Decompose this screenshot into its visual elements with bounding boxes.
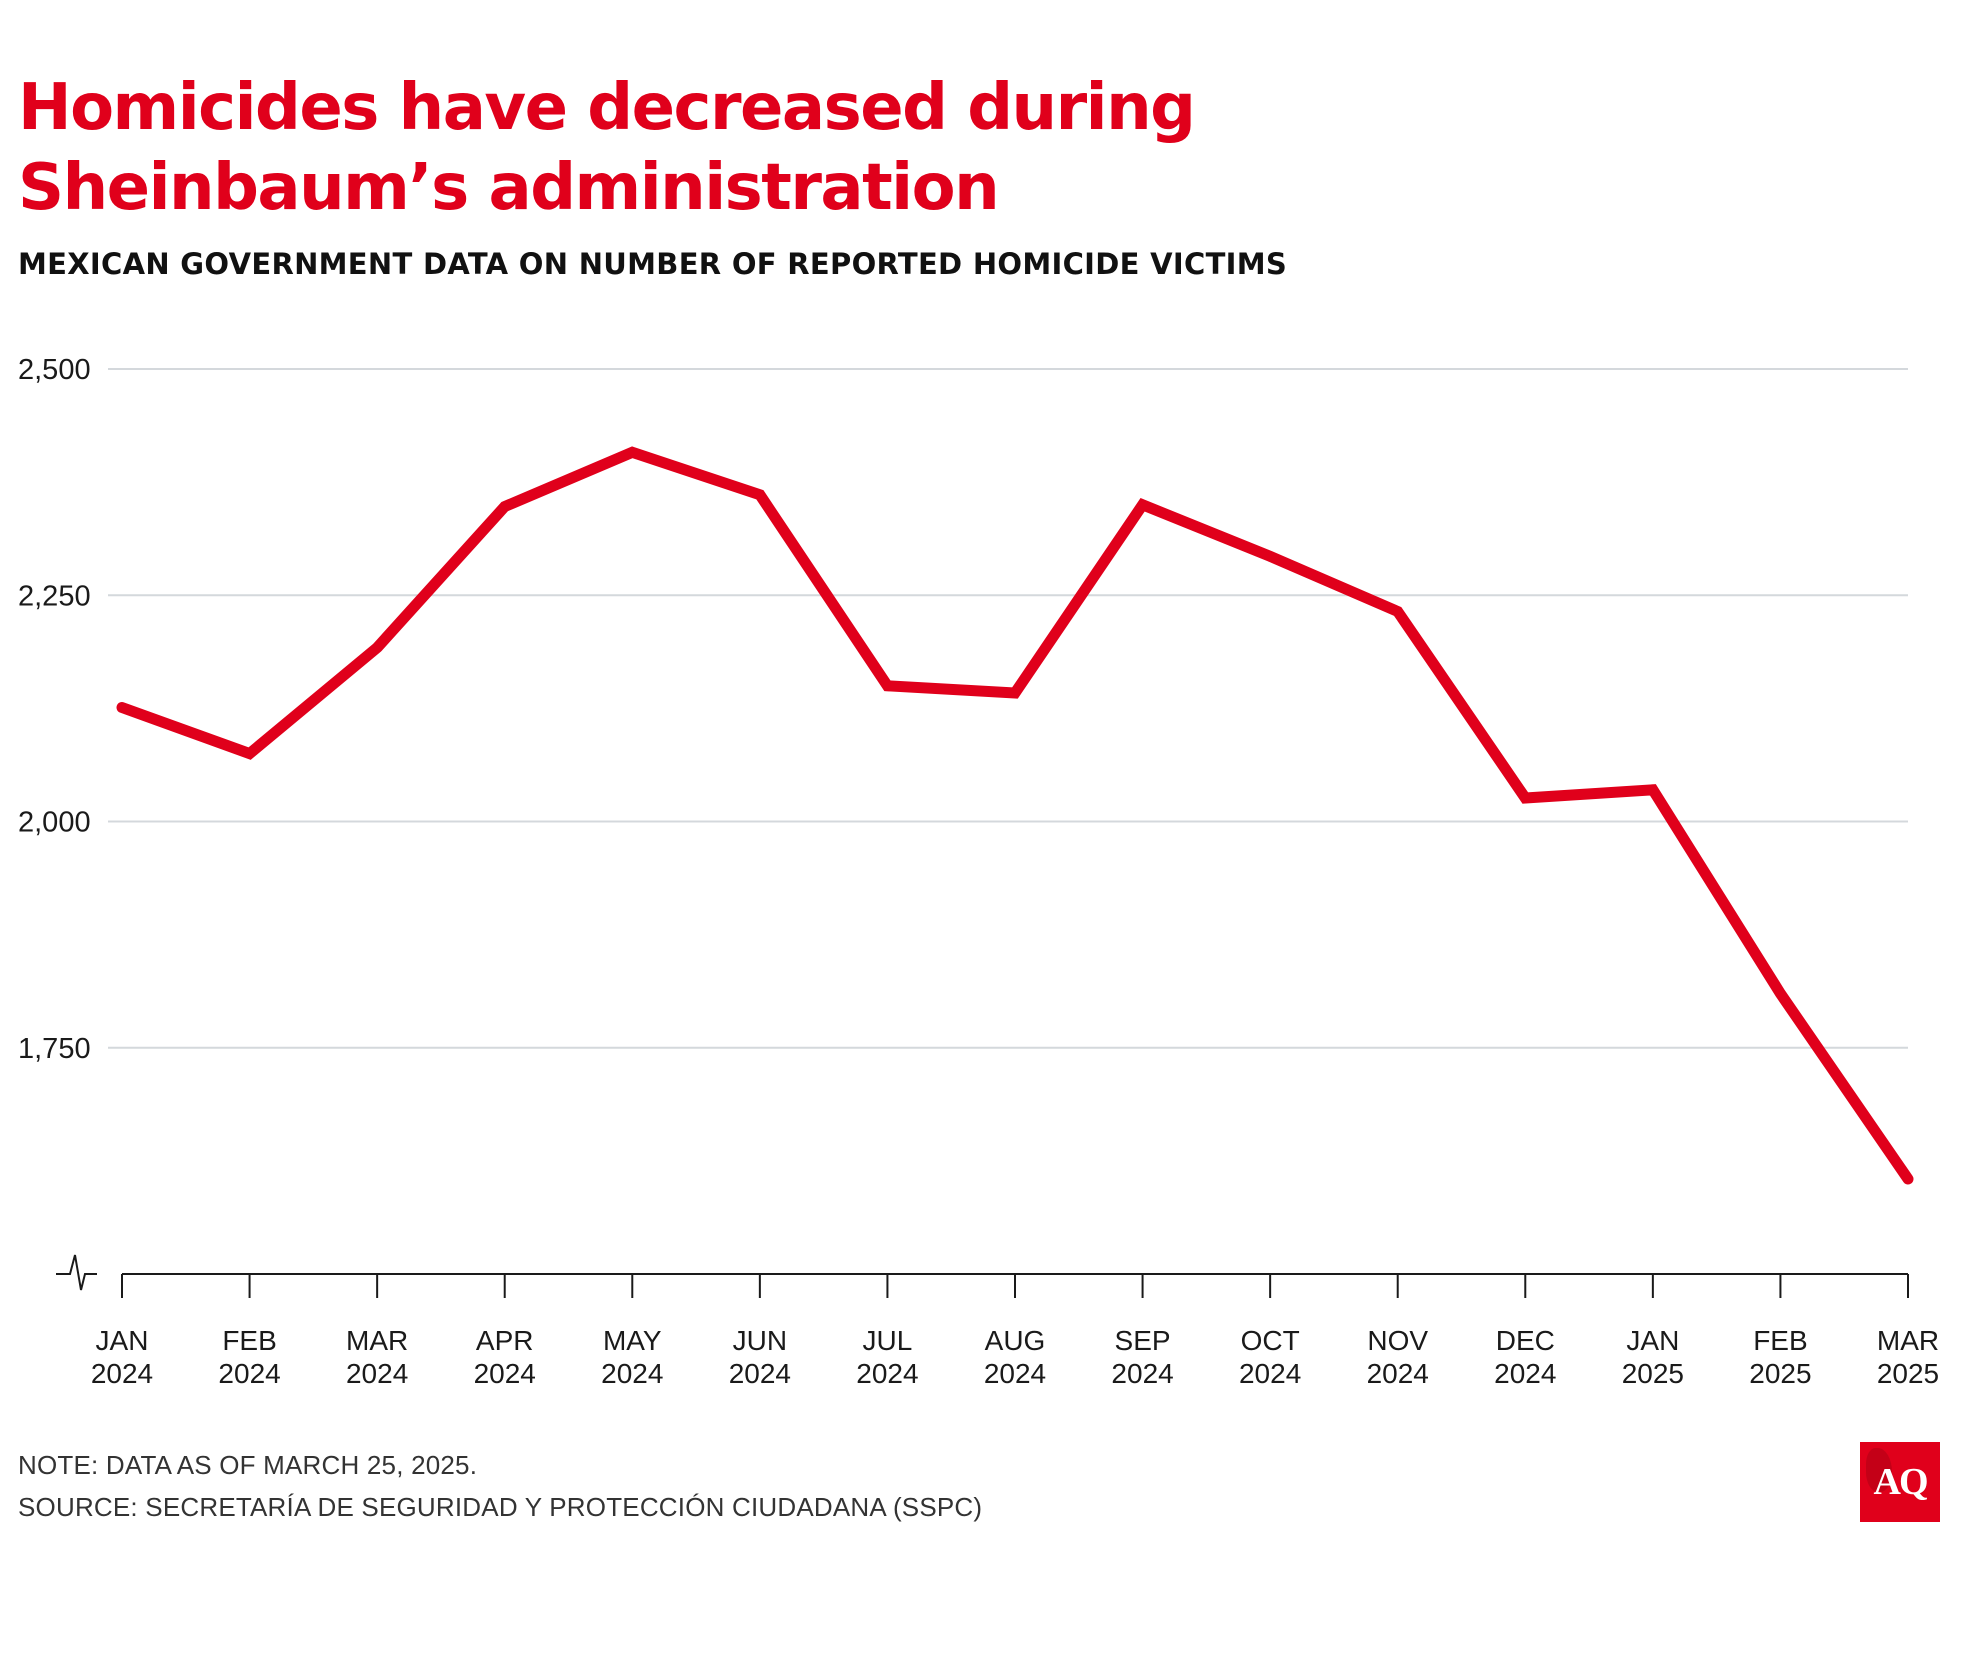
- x-tick-label-mar-2025: MAR 2025: [1877, 1325, 1939, 1389]
- chart-title-line-1: Homicides have decreased during: [18, 71, 1196, 145]
- footer-source: SOURCE: SECRETARÍA DE SEGURIDAD Y PROTEC…: [18, 1492, 983, 1522]
- series-line-0: [116, 446, 1914, 1185]
- x-tick-label-may-2024: MAY 2024: [601, 1325, 663, 1389]
- x-tick-label-aug-2024: AUG 2024: [984, 1325, 1046, 1389]
- series-homicide-victims: [116, 446, 1914, 1185]
- chart-title-line-2: Sheinbaum’s administration: [18, 151, 1000, 225]
- gridlines: [108, 368, 1908, 1049]
- x-tick-label-jan-2024: JAN 2024: [91, 1325, 153, 1389]
- x-tick-label-apr-2024: APR 2024: [474, 1325, 536, 1389]
- aq-logo: AQ: [1860, 1442, 1940, 1522]
- axis-break-icon: [56, 1254, 97, 1291]
- logo-map-shape: [1866, 1448, 1892, 1492]
- x-tick-label-nov-2024: NOV 2024: [1367, 1325, 1429, 1389]
- y-tick-label-2000: 2,000: [18, 807, 91, 839]
- x-tick-label-feb-2025: FEB 2025: [1749, 1325, 1811, 1389]
- x-axis-tick-labels: JAN 2024 FEB 2024 MAR 2024 APR 2024 MAY 2024 JUN 20…: [91, 1325, 1939, 1389]
- logo-text: AQ: [1873, 1461, 1929, 1503]
- footer-note: NOTE: DATA AS OF MARCH 25, 2025.: [18, 1450, 478, 1480]
- y-tick-label-2250: 2,250: [18, 580, 91, 612]
- chart-title: Homicides have decreased during Sheinbau…: [18, 68, 1618, 228]
- y-tick-label-2500: 2,500: [18, 354, 91, 386]
- x-tick-label-feb-2024: FEB 2024: [218, 1325, 280, 1389]
- chart-subtitle: MEXICAN GOVERNMENT DATA ON NUMBER OF REP…: [18, 247, 1288, 281]
- x-tick-label-dec-2024: DEC 2024: [1494, 1325, 1556, 1389]
- x-tick-label-jul-2024: JUL 2024: [856, 1325, 918, 1389]
- x-tick-label-mar-2024: MAR 2024: [346, 1325, 408, 1389]
- x-tick-label-sep-2024: SEP 2024: [1111, 1325, 1173, 1389]
- x-tick-label-jun-2024: JUN 2024: [729, 1325, 791, 1389]
- x-tick-label-jan-2025: JAN 2025: [1622, 1325, 1684, 1389]
- x-tick-label-oct-2024: OCT 2024: [1239, 1325, 1301, 1389]
- y-tick-label-1750: 1,750: [18, 1033, 91, 1065]
- y-axis-tick-labels: 1,750 2,000 2,250 2,500: [18, 354, 91, 1065]
- x-axis: [56, 1254, 1909, 1298]
